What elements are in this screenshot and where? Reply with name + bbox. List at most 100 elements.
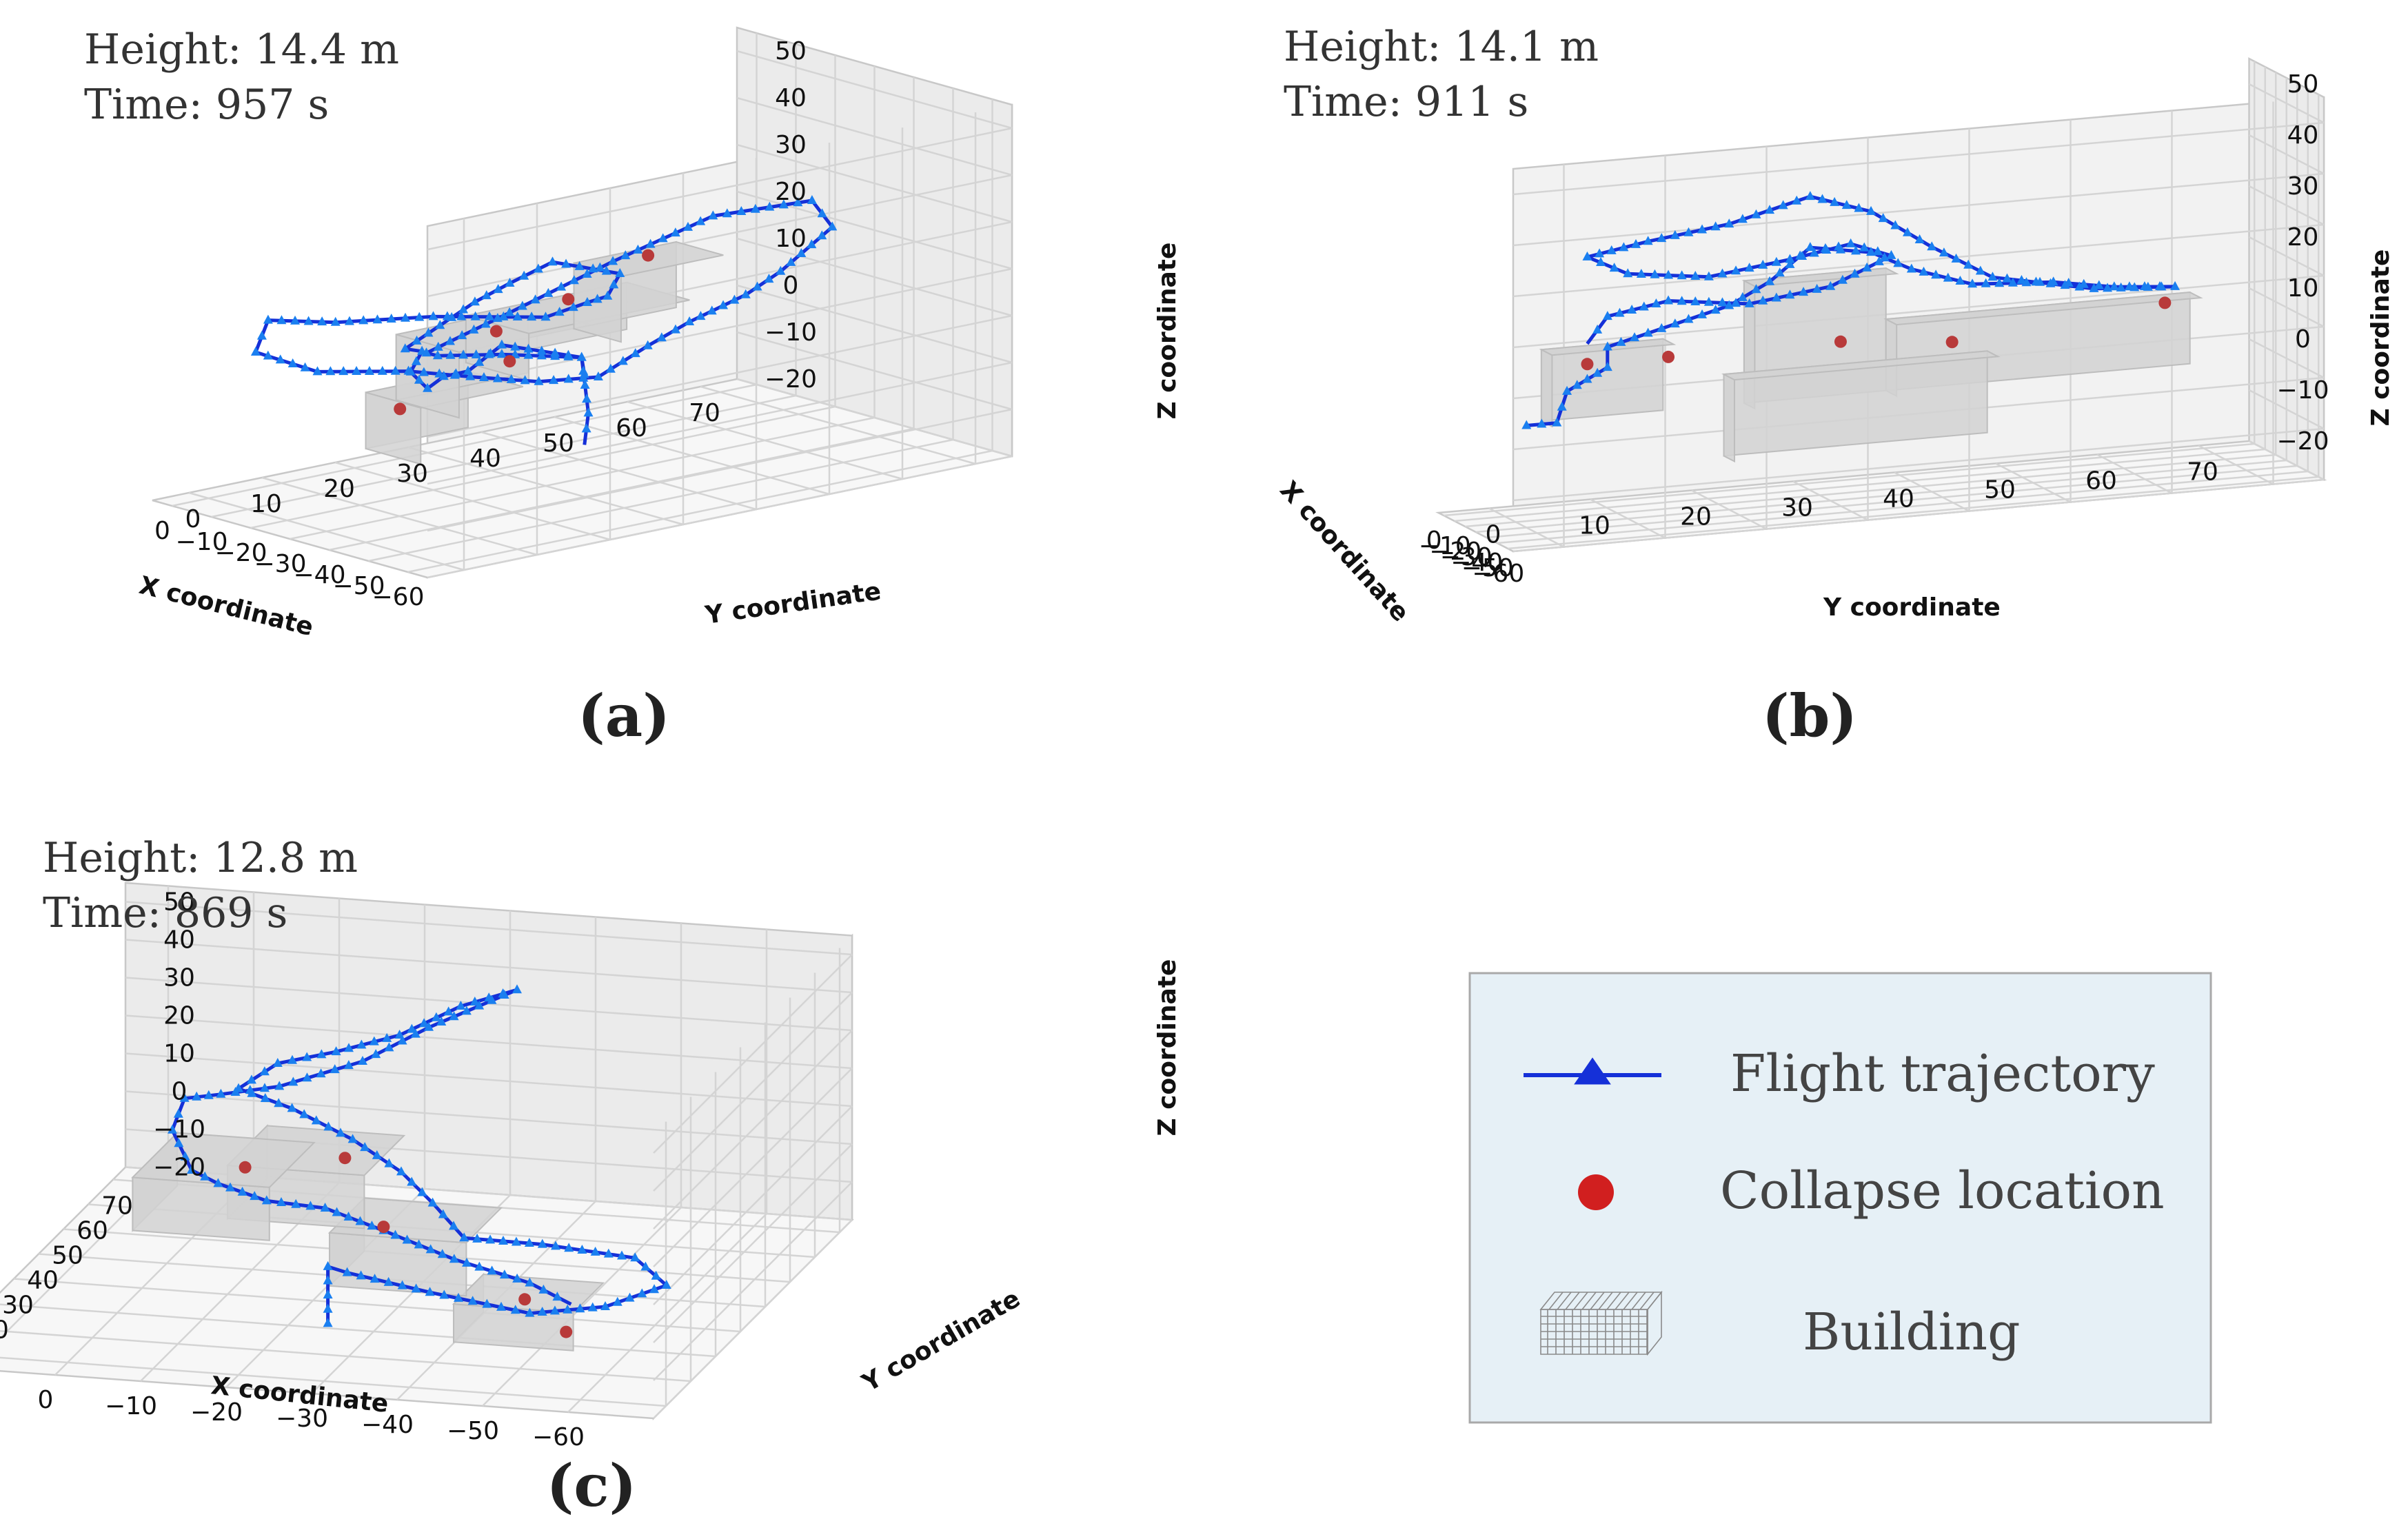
trajectory-marker bbox=[796, 248, 807, 258]
trajectory-marker bbox=[630, 348, 640, 358]
trajectory-marker bbox=[372, 1150, 382, 1159]
trajectory-marker bbox=[807, 239, 817, 249]
trajectory-marker bbox=[525, 1307, 535, 1317]
trajectory-marker bbox=[1602, 311, 1612, 320]
trajectory-marker bbox=[563, 1304, 573, 1314]
trajectory-marker bbox=[605, 363, 616, 373]
trajectory-marker bbox=[2143, 281, 2153, 291]
trajectory-marker bbox=[439, 1289, 449, 1299]
trajectory-marker bbox=[1744, 263, 1754, 272]
trajectory-marker bbox=[2074, 281, 2085, 291]
trajectory-marker bbox=[424, 1021, 434, 1031]
trajectory-marker bbox=[419, 1018, 429, 1028]
collapse-point bbox=[518, 1293, 532, 1306]
trajectory-marker bbox=[453, 1292, 463, 1302]
trajectory-marker bbox=[364, 365, 374, 375]
trajectory-marker bbox=[474, 356, 485, 366]
trajectory-marker bbox=[1850, 268, 1860, 278]
y-tick-label: 40 bbox=[27, 1267, 59, 1295]
wireframe-building-icon bbox=[1539, 1290, 1663, 1356]
trajectory-marker bbox=[187, 1165, 196, 1174]
trajectory-marker bbox=[520, 375, 530, 385]
trajectory-marker bbox=[637, 1288, 647, 1298]
trajectory-marker bbox=[407, 1176, 417, 1186]
gridline bbox=[1465, 453, 2276, 528]
trajectory-marker bbox=[1874, 256, 1884, 265]
trajectory-marker bbox=[1825, 280, 1836, 290]
trajectory-marker bbox=[575, 1303, 585, 1313]
trajectory-marker bbox=[620, 250, 631, 260]
trajectory-marker bbox=[445, 336, 455, 345]
gridline bbox=[653, 992, 853, 1192]
trajectory-marker bbox=[1902, 227, 1912, 236]
trajectory-marker bbox=[423, 382, 433, 392]
collapse-point bbox=[377, 1221, 390, 1234]
trajectory-marker bbox=[200, 1171, 210, 1181]
trajectory-marker bbox=[1670, 318, 1680, 328]
trajectory-marker bbox=[1955, 275, 1965, 285]
trajectory-marker bbox=[461, 1006, 472, 1015]
trajectory-marker bbox=[2089, 283, 2099, 292]
trajectory-marker bbox=[1737, 214, 1748, 223]
trajectory-marker bbox=[397, 1035, 407, 1045]
gridline bbox=[250, 405, 836, 529]
trajectory-marker bbox=[1919, 266, 1929, 276]
x-axis-label-b: X coordinate bbox=[1274, 476, 1414, 628]
trajectory-marker bbox=[246, 1074, 256, 1084]
trajectory-marker bbox=[1886, 249, 1896, 259]
collapse-point bbox=[2158, 296, 2172, 309]
gridline bbox=[427, 455, 1013, 579]
trajectory-marker bbox=[325, 366, 336, 376]
trajectory-marker bbox=[601, 265, 611, 275]
trajectory-marker bbox=[1683, 314, 1694, 323]
trajectory-marker bbox=[2116, 282, 2126, 292]
z-tick-label: 10 bbox=[2287, 274, 2319, 303]
gridline bbox=[653, 1105, 853, 1305]
trajectory-marker bbox=[342, 1267, 352, 1276]
trajectory-marker bbox=[574, 261, 585, 270]
trajectory-marker bbox=[1724, 218, 1734, 228]
trajectory-marker bbox=[1771, 292, 1781, 302]
gridline bbox=[125, 939, 853, 994]
trajectory-marker bbox=[287, 1054, 297, 1064]
trajectory-marker bbox=[534, 376, 544, 385]
trajectory-marker bbox=[649, 1284, 660, 1294]
trajectory-marker bbox=[1537, 418, 1547, 428]
trajectory-marker bbox=[1841, 200, 1852, 210]
trajectory-marker bbox=[323, 1303, 333, 1313]
z-tick-label: −10 bbox=[153, 1116, 205, 1144]
trajectory-marker bbox=[435, 320, 445, 329]
trajectory-marker bbox=[643, 340, 653, 349]
trajectory-marker bbox=[633, 244, 643, 254]
trajectory-marker bbox=[411, 356, 421, 365]
z-tick-label: 10 bbox=[163, 1040, 195, 1068]
trajectory-marker bbox=[344, 316, 354, 325]
trajectory-marker bbox=[499, 990, 509, 999]
trajectory-marker bbox=[274, 1098, 284, 1108]
trajectory-marker bbox=[259, 1066, 270, 1076]
trajectory-marker bbox=[496, 339, 507, 349]
trajectory-marker bbox=[1834, 241, 1844, 251]
gridline bbox=[653, 1181, 853, 1381]
x-tick-label: −60 bbox=[532, 1423, 585, 1451]
trajectory-marker bbox=[414, 374, 424, 384]
trajectory-marker bbox=[317, 316, 327, 326]
trajectory-marker bbox=[485, 311, 494, 320]
trajectory-marker bbox=[343, 1060, 354, 1070]
trajectory-marker bbox=[778, 199, 789, 209]
trajectory-marker bbox=[2021, 277, 2032, 287]
x-tick-label: −20 bbox=[1429, 538, 1481, 566]
trajectory-marker bbox=[512, 1273, 523, 1283]
trajectory-marker bbox=[519, 270, 529, 280]
trajectory-marker bbox=[1690, 270, 1701, 280]
trajectory-marker bbox=[417, 1187, 427, 1196]
collapse-points-a bbox=[394, 249, 655, 416]
trajectory-marker bbox=[299, 1109, 310, 1119]
trajectory-marker bbox=[1703, 271, 1714, 280]
trajectory-marker bbox=[2156, 281, 2167, 291]
z-tick-label: 40 bbox=[163, 926, 195, 955]
trajectory-marker bbox=[537, 1307, 547, 1316]
trajectory-marker bbox=[372, 314, 383, 324]
trajectory-marker bbox=[651, 1270, 661, 1280]
